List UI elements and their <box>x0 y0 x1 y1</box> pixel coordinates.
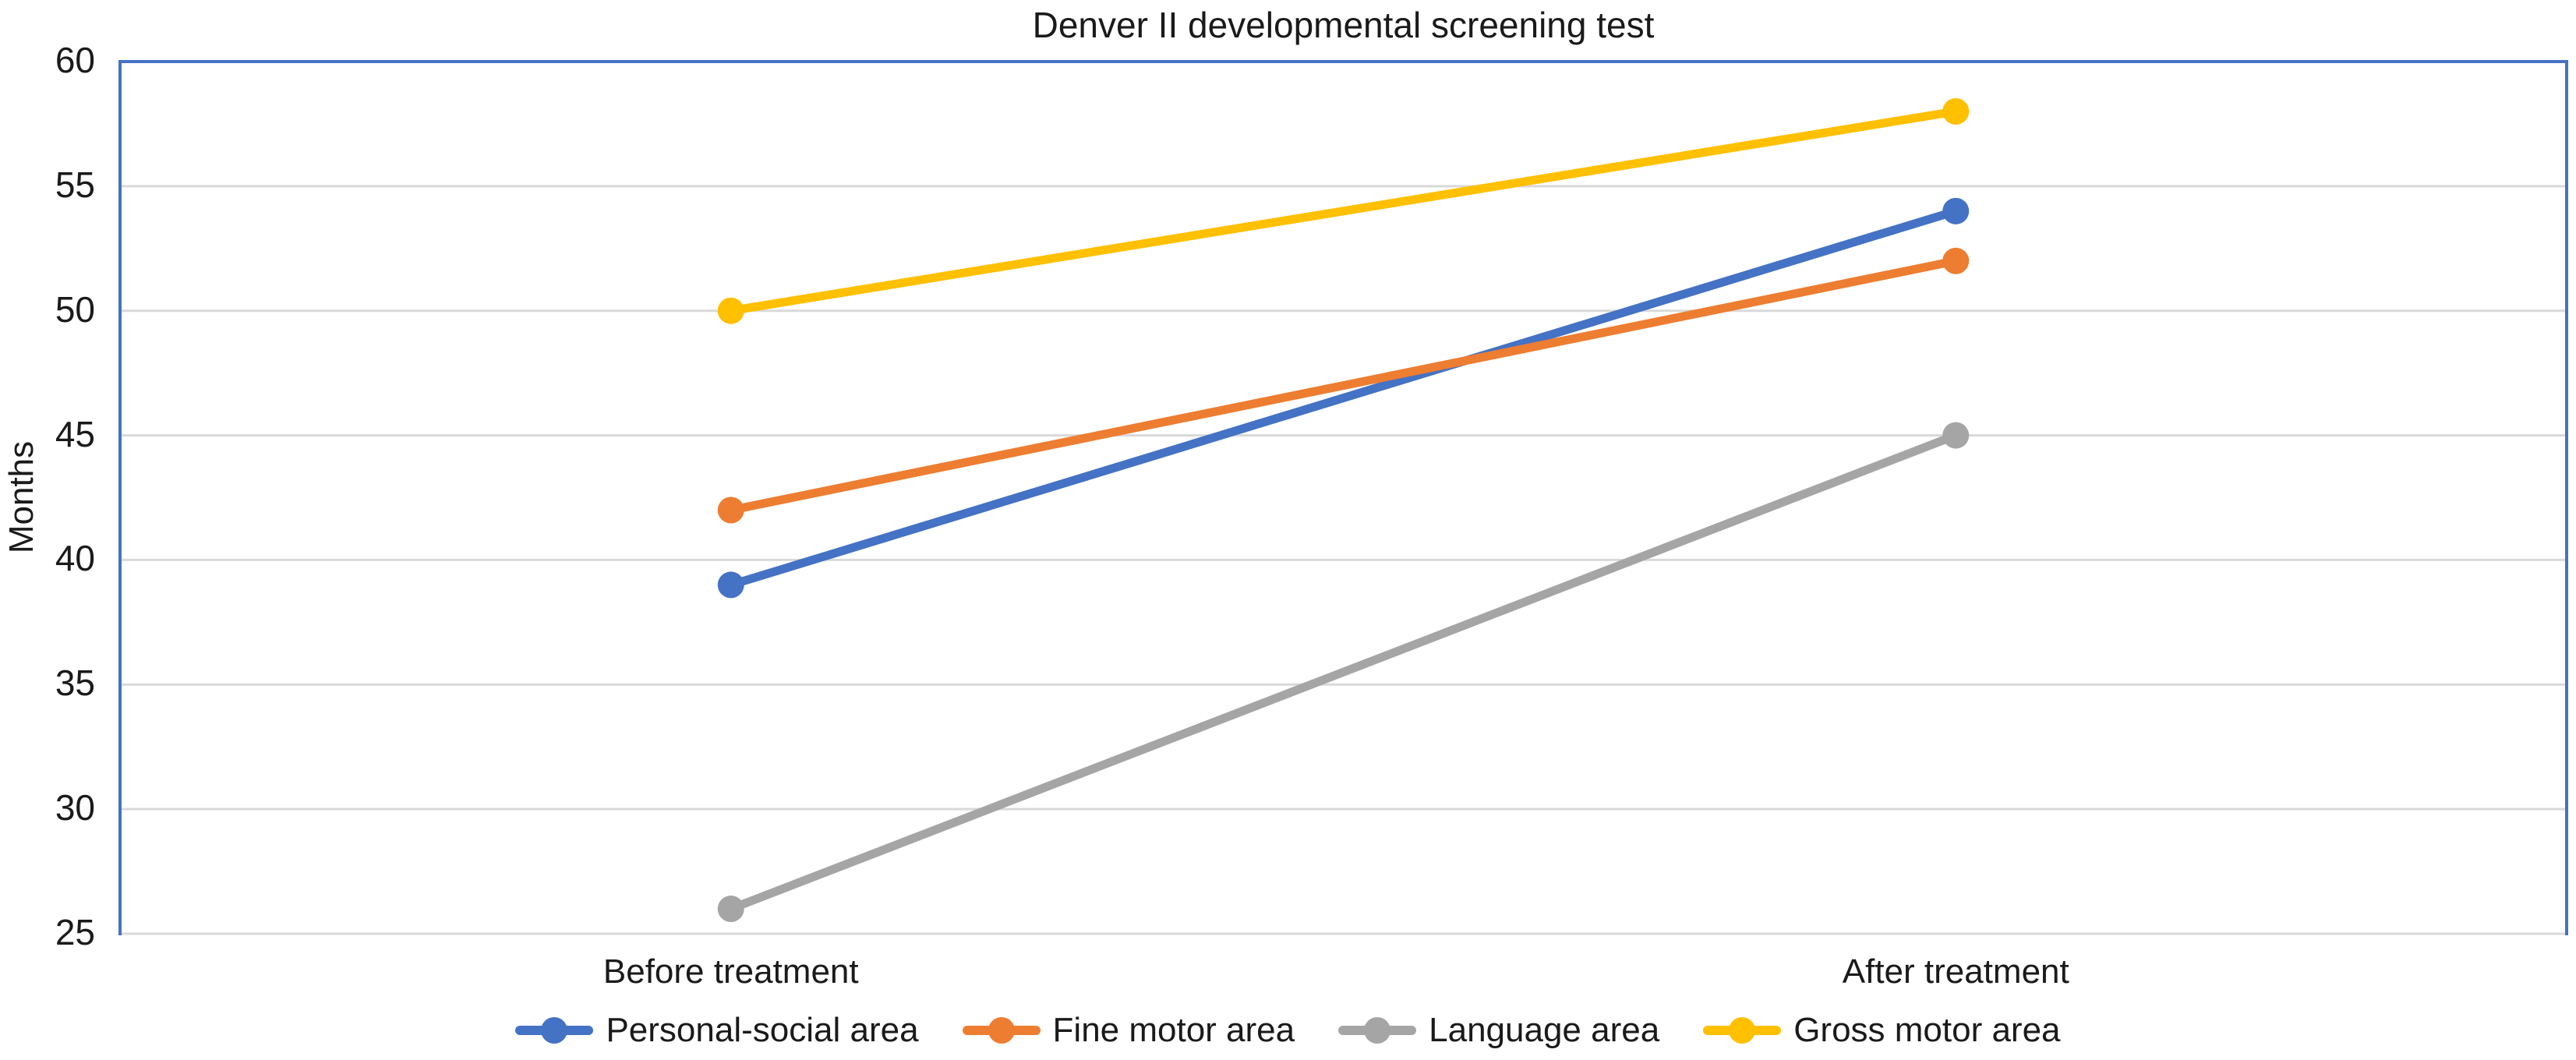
y-tick-label-35: 35 <box>55 662 95 704</box>
legend-item-gross-motor-area: Gross motor area <box>1703 1011 2061 1050</box>
data-point-personal-social-area-0 <box>717 571 744 599</box>
legend-label: Language area <box>1429 1011 1660 1049</box>
series-line-gross-motor-area <box>726 107 1960 316</box>
series-line-fine-motor-area <box>726 256 1960 514</box>
series-line-personal-social-area <box>726 207 1960 589</box>
y-tick-label-45: 45 <box>55 413 95 454</box>
series-line-language-area <box>726 431 1960 913</box>
x-axis-labels: Before treatment After treatment <box>118 952 2568 996</box>
chart-title: Denver II developmental screening test <box>1032 5 1655 45</box>
y-tick-label-25: 25 <box>55 911 95 952</box>
y-tick-label-50: 50 <box>55 288 95 330</box>
data-point-gross-motor-area-1 <box>1942 97 1970 125</box>
legend-label: Personal-social area <box>606 1011 919 1049</box>
legend-marker-icon <box>1703 1017 1782 1044</box>
data-point-personal-social-area-1 <box>1942 197 1970 224</box>
legend-marker-icon <box>1338 1017 1417 1044</box>
y-tick-label-40: 40 <box>55 538 95 579</box>
y-tick-label-55: 55 <box>55 164 95 205</box>
legend: Personal-social area Fine motor area Langu… <box>0 1007 2576 1054</box>
data-point-language-area-0 <box>717 896 744 923</box>
legend-item-language-area: Language area <box>1338 1011 1659 1050</box>
legend-marker-icon <box>515 1017 594 1044</box>
legend-label: Gross motor area <box>1793 1011 2061 1049</box>
plot-area <box>118 60 2568 935</box>
legend-item-fine-motor-area: Fine motor area <box>962 1011 1295 1050</box>
legend-marker-icon <box>962 1017 1041 1044</box>
legend-label: Fine motor area <box>1052 1011 1295 1049</box>
legend-item-personal-social-area: Personal-social area <box>515 1011 919 1050</box>
data-point-fine-motor-area-1 <box>1942 247 1970 274</box>
data-point-language-area-1 <box>1942 422 1970 449</box>
y-tick-label-60: 60 <box>55 39 95 80</box>
y-tick-label-30: 30 <box>55 786 95 828</box>
data-point-gross-motor-area-0 <box>717 297 744 324</box>
x-category-label-before: Before treatment <box>602 952 859 991</box>
data-point-fine-motor-area-0 <box>717 496 744 524</box>
y-axis-tick-labels: 60 55 50 45 40 35 30 25 <box>0 40 106 952</box>
x-category-label-after: After treatment <box>1842 952 2069 991</box>
